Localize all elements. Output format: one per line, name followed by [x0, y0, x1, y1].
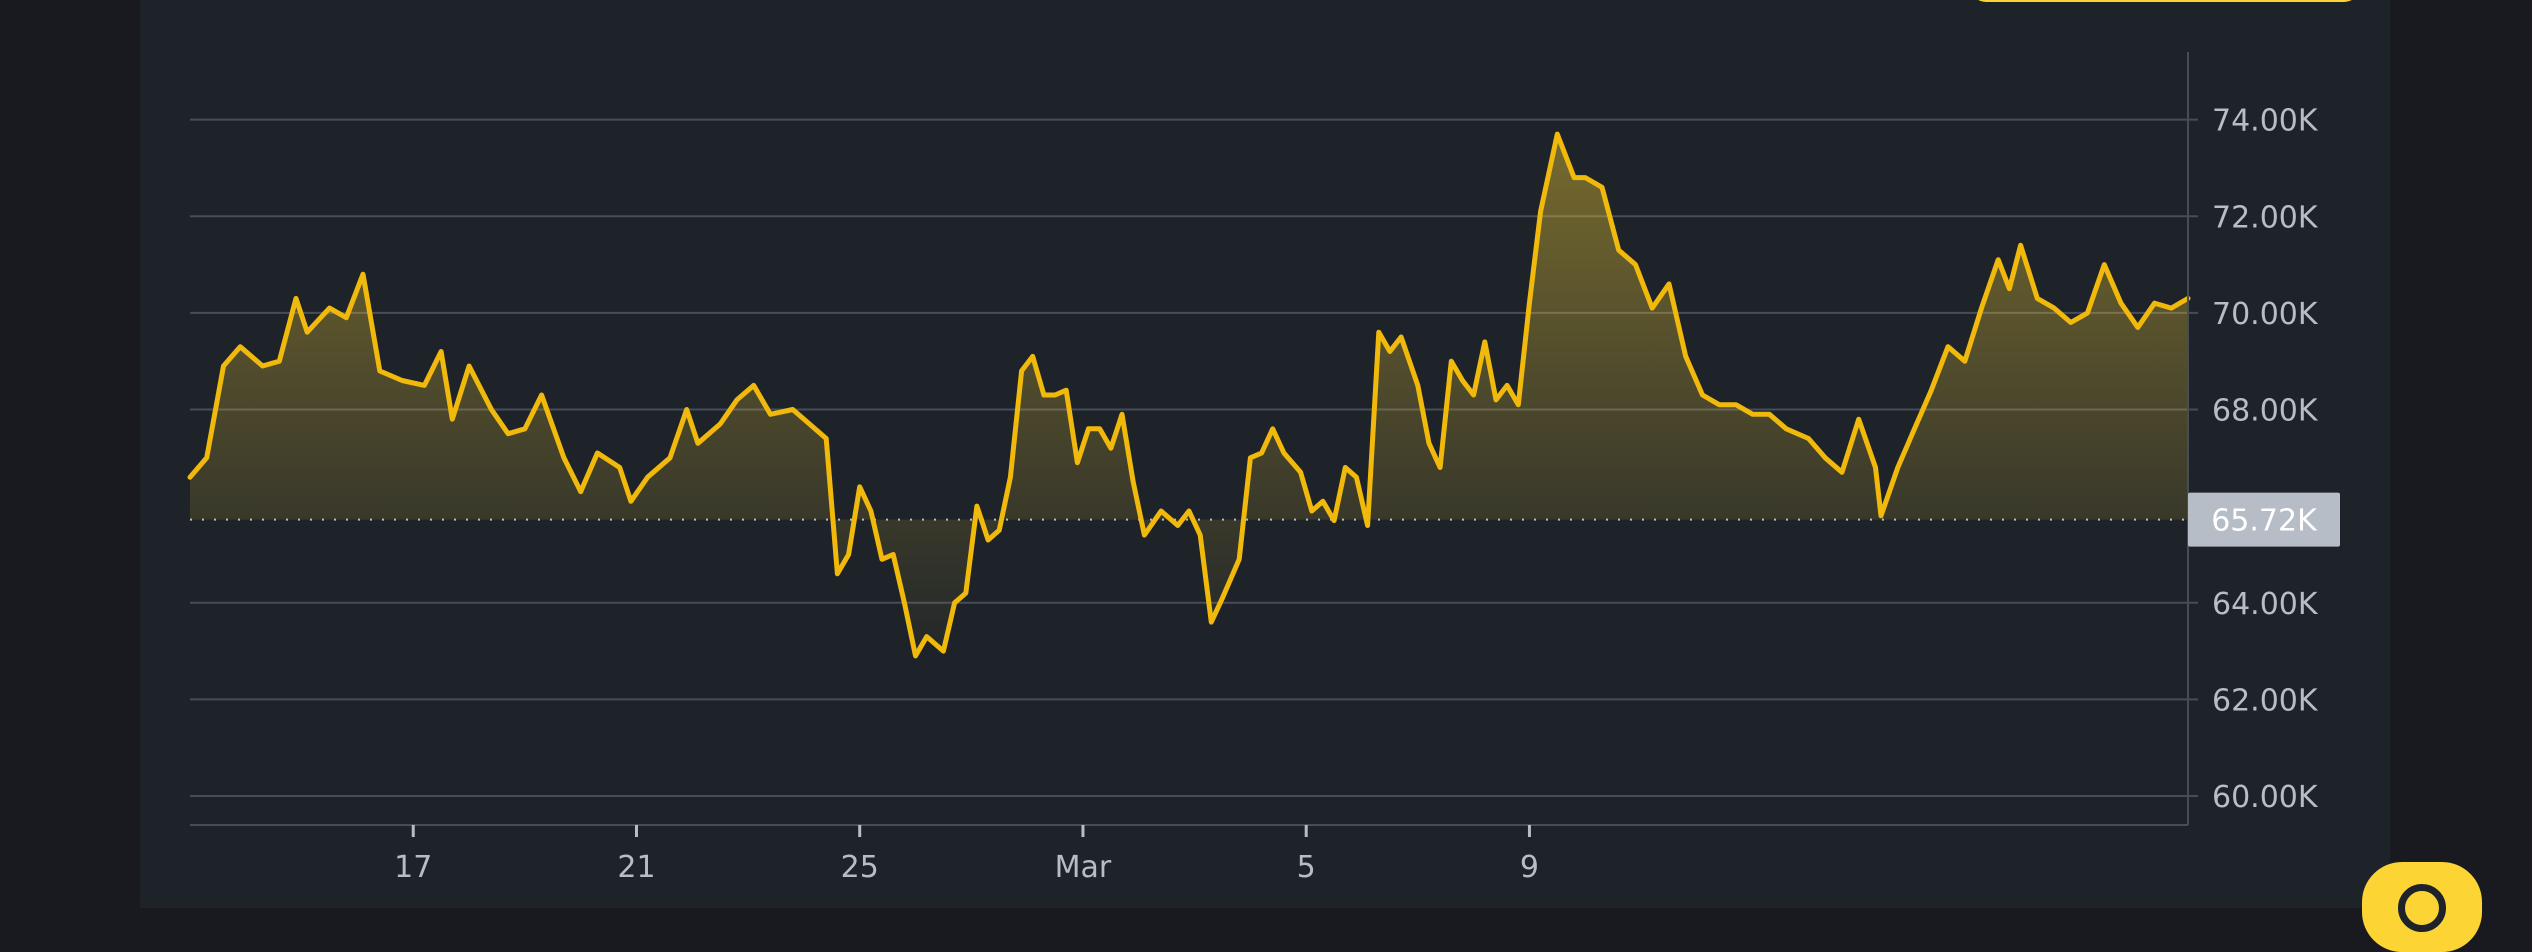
area-fill — [190, 134, 2188, 656]
y-tick-label: 74.00K — [2212, 104, 2319, 139]
top-action-button[interactable] — [1970, 0, 2360, 2]
series-line — [187, 131, 2191, 659]
y-tick-label: 72.00K — [2212, 200, 2319, 235]
y-tick-label: 64.00K — [2212, 587, 2319, 622]
price-chart: 74.00K 72.00K 70.00K 68.00K 64.00K 62.00K 60.0… — [187, 52, 2340, 885]
x-tick-label: 9 — [1520, 850, 1539, 885]
x-tick-label: 5 — [1297, 850, 1316, 885]
x-tick-label: Mar — [1055, 850, 1112, 885]
chart-panel: 74.00K 72.00K 70.00K 68.00K 64.00K 62.00K 60.0… — [140, 0, 2482, 952]
chat-support-button[interactable] — [2362, 862, 2482, 952]
current-price-badge — [2188, 492, 2340, 547]
chat-icon — [2398, 884, 2446, 932]
current-price-label: 65.72K — [2211, 504, 2318, 539]
y-tick-label: 60.00K — [2212, 780, 2319, 815]
y-tick-label: 62.00K — [2212, 683, 2319, 718]
x-tick-label: 17 — [394, 850, 432, 885]
y-tick-label: 70.00K — [2212, 297, 2319, 332]
x-tick-label: 25 — [841, 850, 879, 885]
x-tick-label: 21 — [617, 850, 655, 885]
y-tick-label: 68.00K — [2212, 394, 2319, 429]
